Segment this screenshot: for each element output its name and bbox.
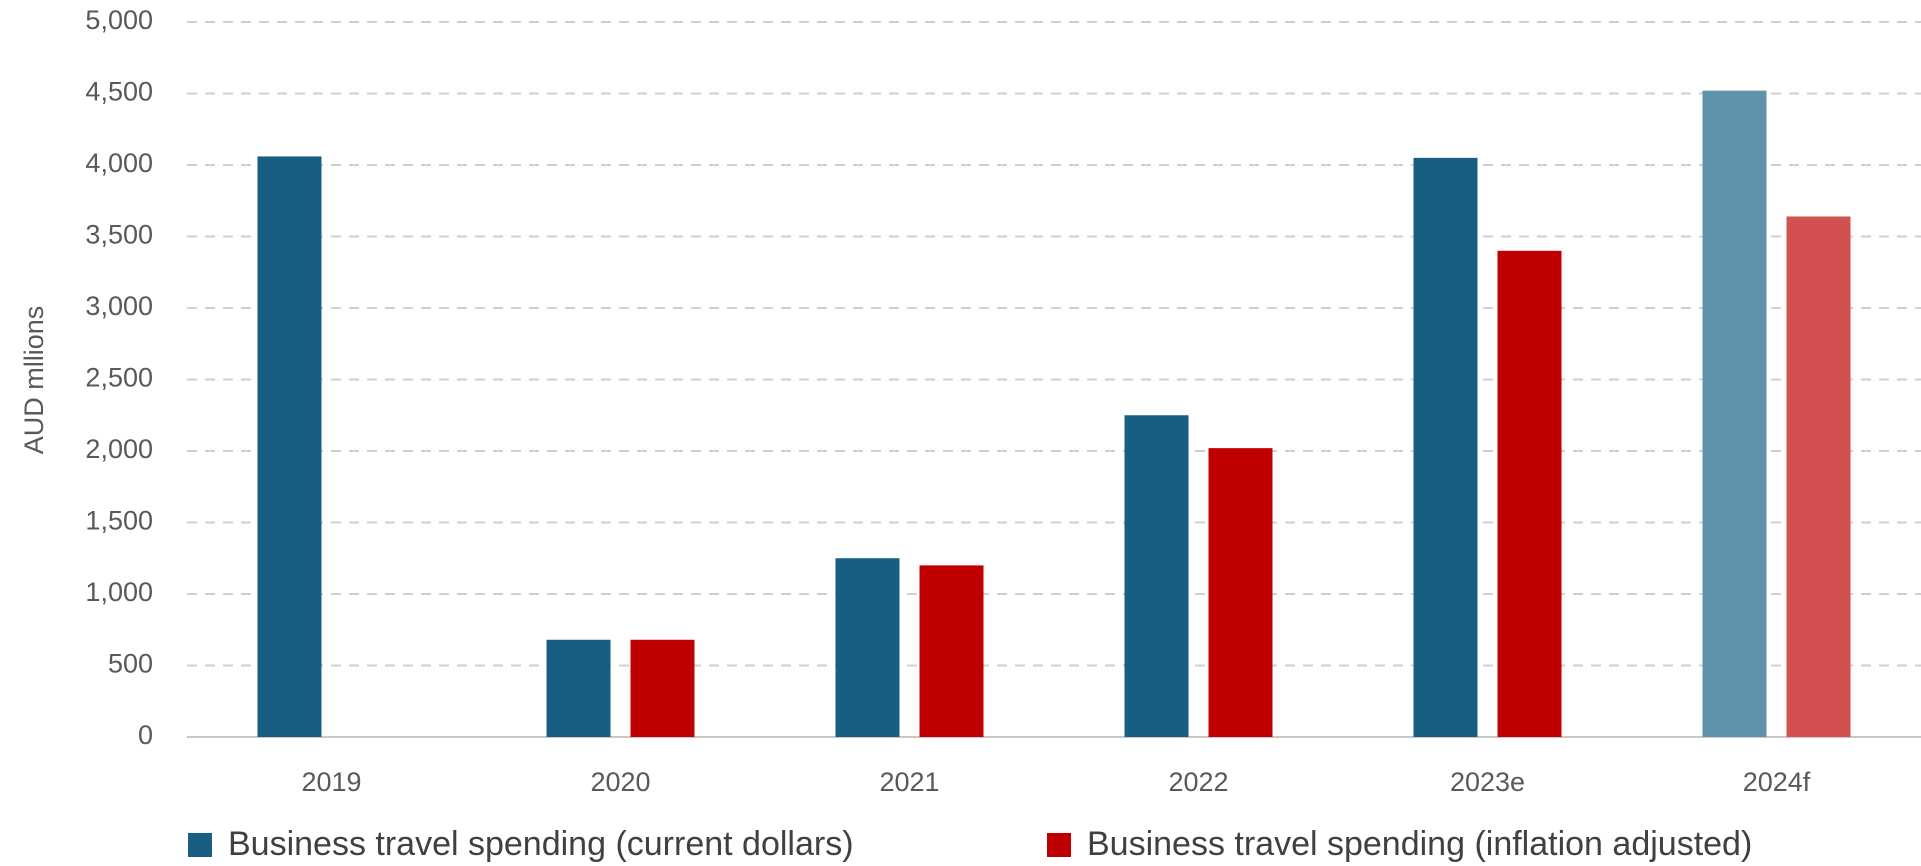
y-tick-label: 1,500 <box>85 506 153 536</box>
x-tick-label: 2022 <box>1168 767 1228 797</box>
y-tick-label: 4,500 <box>85 77 153 107</box>
x-tick-label: 2023e <box>1450 767 1525 797</box>
y-tick-label: 1,000 <box>85 577 153 607</box>
x-tick-label: 2019 <box>301 767 361 797</box>
bar <box>1786 216 1851 738</box>
bar <box>1124 415 1189 737</box>
x-tick-label: 2021 <box>879 767 939 797</box>
x-tick-label: 2020 <box>590 767 650 797</box>
bar <box>630 639 695 737</box>
legend-label: Business travel spending (inflation adju… <box>1087 825 1752 863</box>
bar <box>1413 157 1478 738</box>
legend-swatch <box>1047 833 1071 857</box>
bar <box>835 558 900 737</box>
y-tick-label: 0 <box>138 720 153 750</box>
bar <box>257 156 322 738</box>
y-tick-label: 3,500 <box>85 220 153 250</box>
legend-label: Business travel spending (current dollar… <box>228 825 854 863</box>
y-tick-label: 2,000 <box>85 434 153 464</box>
bar <box>919 565 984 737</box>
bar <box>1208 448 1273 737</box>
bar <box>1497 250 1562 738</box>
y-tick-label: 4,000 <box>85 148 153 178</box>
x-tick-label: 2024f <box>1743 767 1811 797</box>
legend-swatch <box>188 833 212 857</box>
y-axis-label: AUD mllions <box>19 306 49 455</box>
y-tick-label: 5,000 <box>85 5 153 35</box>
y-tick-label: 3,000 <box>85 291 153 321</box>
y-tick-label: 500 <box>108 649 153 679</box>
bar <box>1702 90 1767 737</box>
y-tick-label: 2,500 <box>85 363 153 393</box>
bar <box>546 639 611 737</box>
